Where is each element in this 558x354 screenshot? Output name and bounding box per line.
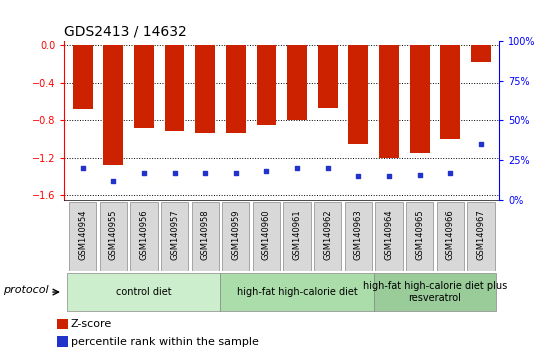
Point (201, 170, 210, 176)
Text: GSM140961: GSM140961 (292, 210, 302, 260)
Point (384, 173, 393, 179)
FancyBboxPatch shape (220, 273, 374, 311)
FancyBboxPatch shape (99, 202, 127, 271)
Point (78, 165, 87, 171)
FancyBboxPatch shape (191, 202, 219, 271)
Text: GSM140960: GSM140960 (262, 210, 271, 260)
Text: high-fat high-calorie diet plus
resveratrol: high-fat high-calorie diet plus resverat… (363, 281, 507, 303)
Text: GDS2413 / 14632: GDS2413 / 14632 (64, 24, 187, 38)
Text: GSM140963: GSM140963 (354, 210, 363, 260)
Bar (57, 319, 68, 329)
Text: GSM140967: GSM140967 (477, 210, 485, 260)
Text: GSM140965: GSM140965 (415, 210, 424, 260)
Bar (318, 45, 338, 108)
FancyBboxPatch shape (130, 202, 157, 271)
Bar (379, 45, 399, 158)
Text: GSM140954: GSM140954 (78, 210, 87, 260)
FancyBboxPatch shape (161, 202, 188, 271)
Bar (348, 45, 368, 144)
FancyBboxPatch shape (222, 202, 249, 271)
Text: Z-score: Z-score (71, 319, 112, 329)
Text: GSM140964: GSM140964 (384, 210, 393, 260)
Bar (165, 45, 185, 131)
FancyBboxPatch shape (406, 202, 434, 271)
Point (170, 170, 179, 176)
Text: GSM140966: GSM140966 (446, 210, 455, 260)
Bar (134, 45, 154, 128)
Point (323, 165, 332, 171)
FancyBboxPatch shape (283, 202, 311, 271)
Point (446, 170, 455, 176)
Point (140, 170, 148, 176)
FancyBboxPatch shape (468, 202, 494, 271)
Text: control diet: control diet (116, 287, 172, 297)
Text: GSM140956: GSM140956 (140, 210, 148, 260)
Text: GSM140958: GSM140958 (201, 210, 210, 260)
Bar (257, 45, 276, 125)
FancyBboxPatch shape (69, 202, 96, 271)
Text: protocol: protocol (3, 285, 49, 295)
Text: GSM140962: GSM140962 (323, 210, 332, 260)
Bar (103, 45, 123, 165)
Bar (57, 336, 68, 347)
Bar (226, 45, 246, 132)
FancyBboxPatch shape (314, 202, 341, 271)
Point (109, 178, 118, 184)
Text: percentile rank within the sample: percentile rank within the sample (71, 337, 259, 347)
Point (477, 141, 485, 147)
Text: GSM140957: GSM140957 (170, 210, 179, 260)
Text: GSM140959: GSM140959 (232, 210, 240, 260)
Bar (73, 45, 93, 109)
Bar (410, 45, 430, 153)
FancyBboxPatch shape (345, 202, 372, 271)
Point (292, 165, 301, 171)
FancyBboxPatch shape (374, 273, 497, 311)
Bar (440, 45, 460, 139)
Point (415, 172, 424, 177)
FancyBboxPatch shape (253, 202, 280, 271)
Text: high-fat high-calorie diet: high-fat high-calorie diet (237, 287, 358, 297)
Text: GSM140955: GSM140955 (109, 210, 118, 260)
Bar (287, 45, 307, 120)
Point (354, 173, 363, 179)
FancyBboxPatch shape (437, 202, 464, 271)
Bar (471, 45, 491, 62)
Point (232, 170, 240, 176)
FancyBboxPatch shape (376, 202, 403, 271)
FancyBboxPatch shape (67, 273, 220, 311)
Bar (195, 45, 215, 132)
Point (262, 169, 271, 174)
